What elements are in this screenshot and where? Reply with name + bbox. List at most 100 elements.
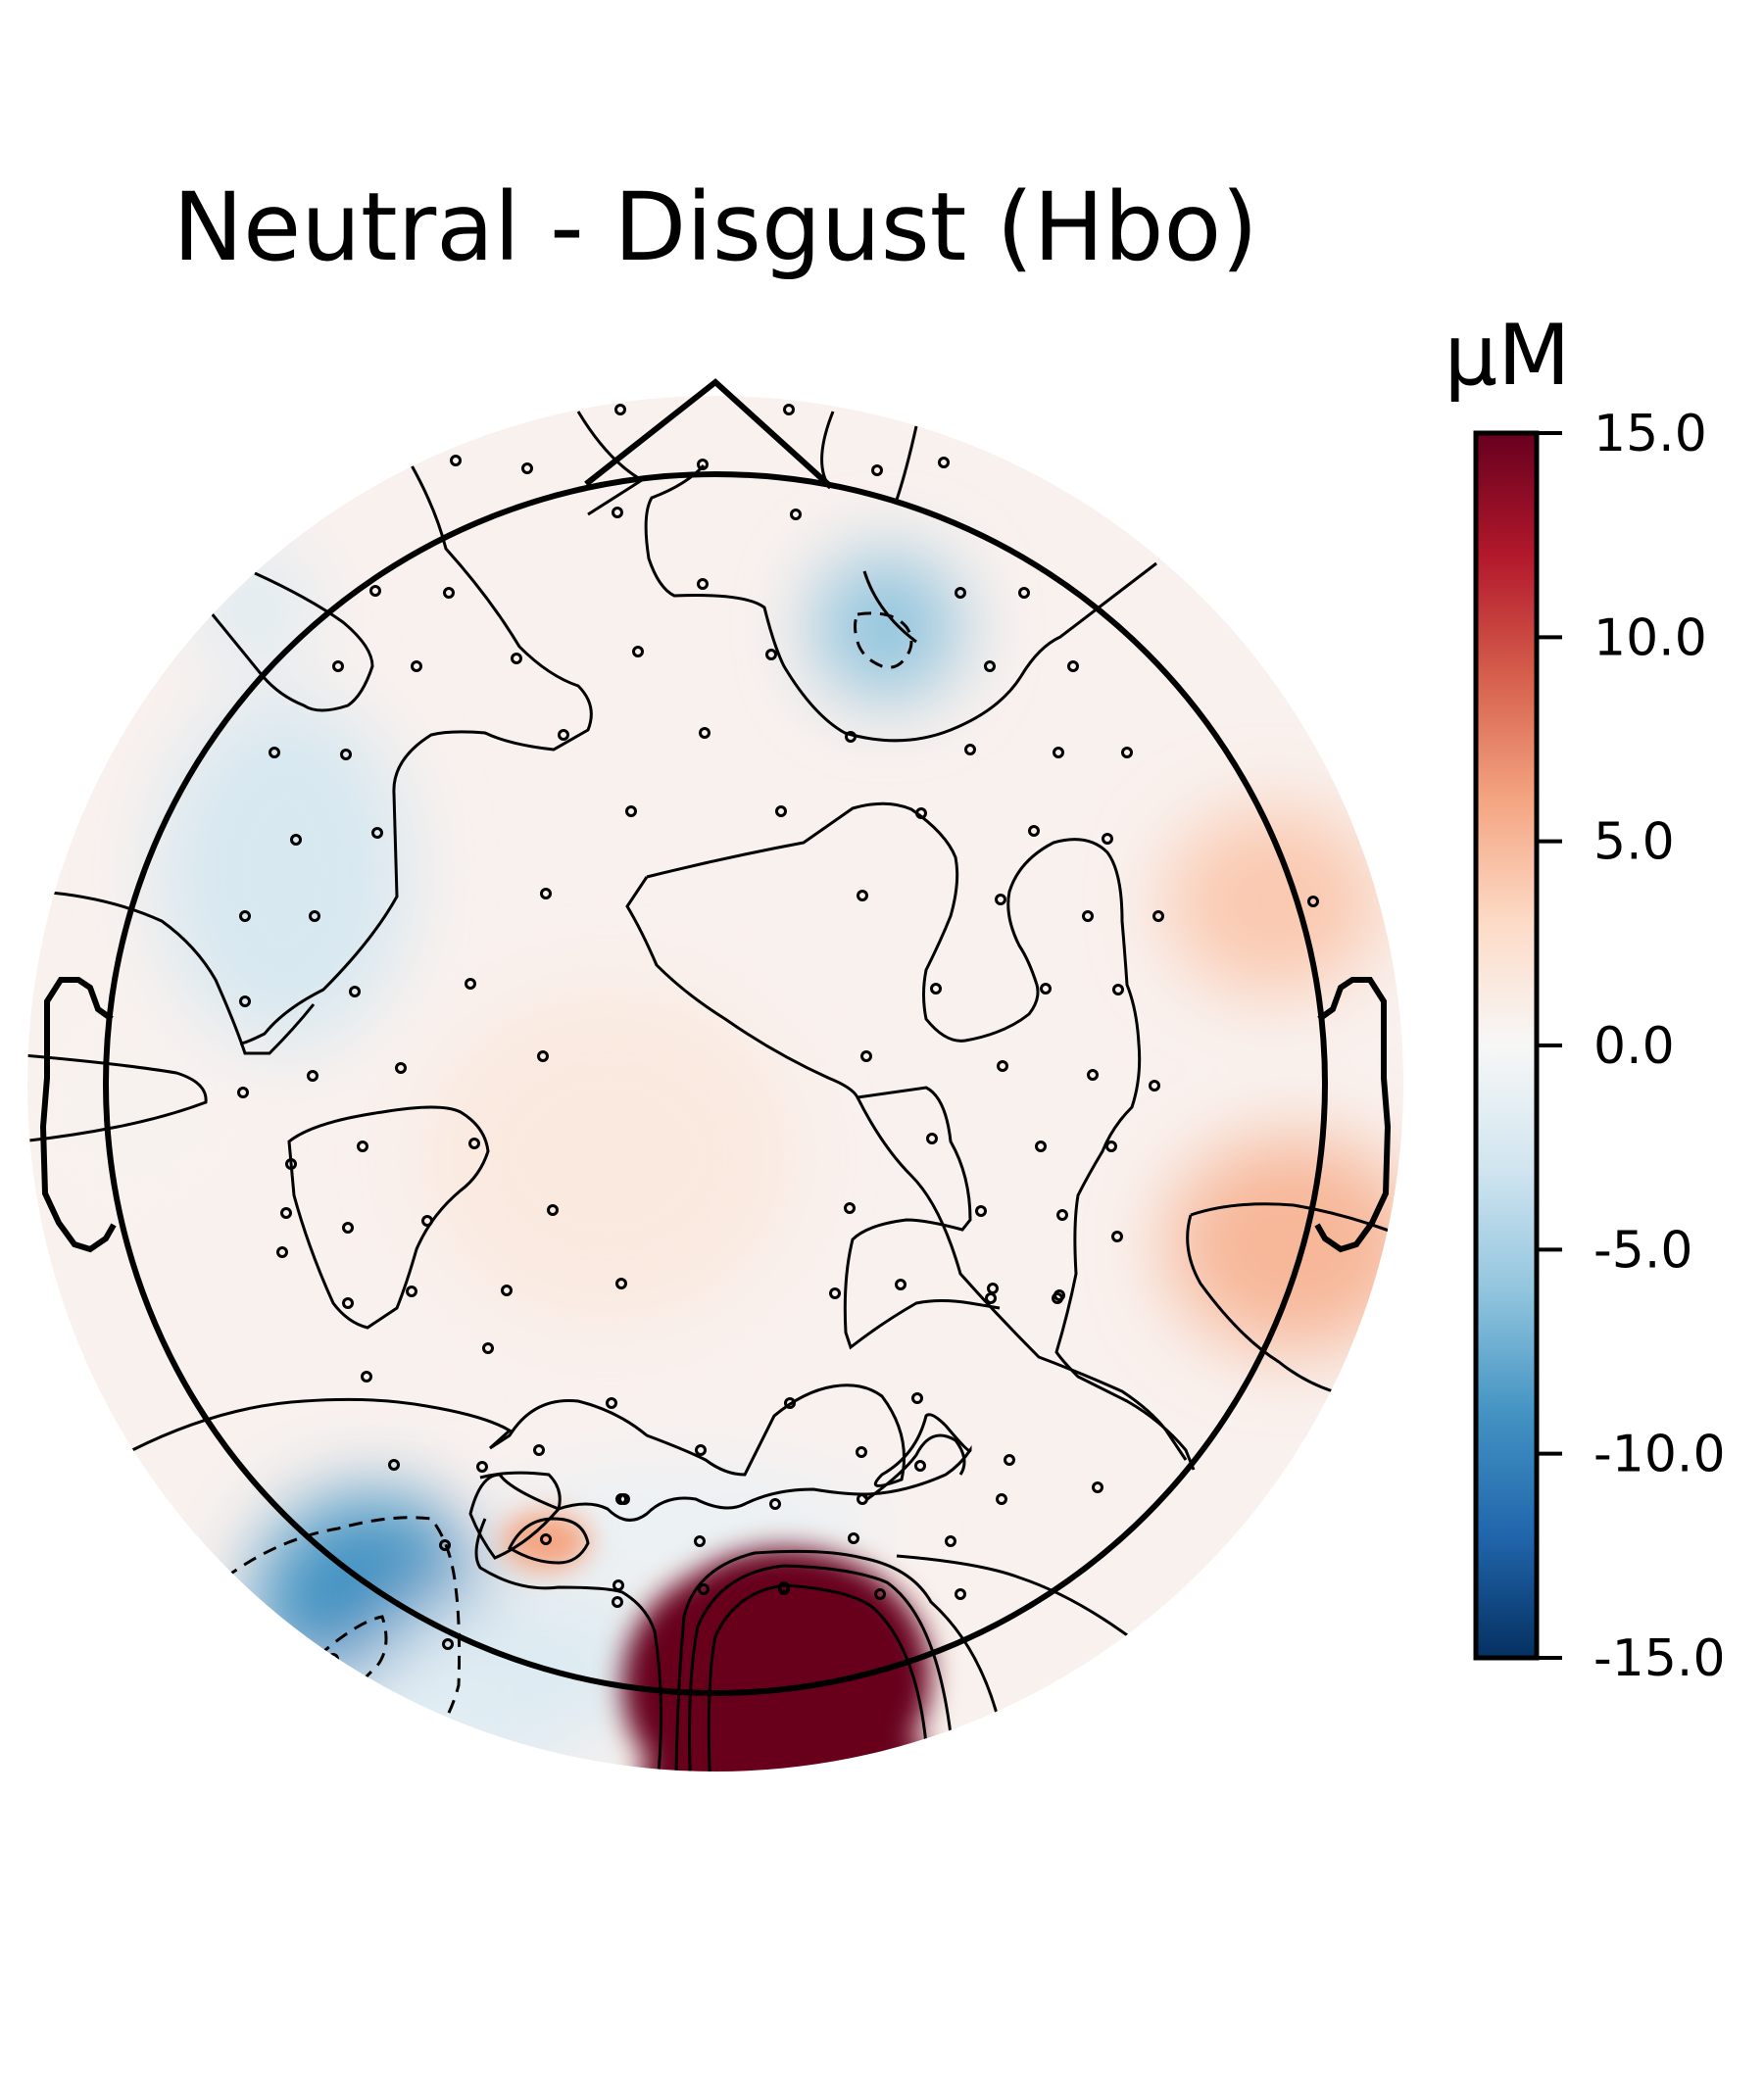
sensor-marker: [361, 1371, 372, 1383]
sensor-marker: [1112, 984, 1124, 995]
sensor-marker: [871, 464, 883, 476]
sensor-marker: [1152, 910, 1164, 922]
colorbar-tick-label: 10.0: [1593, 608, 1707, 667]
sensor-marker: [775, 805, 787, 817]
sensor-marker: [699, 727, 710, 739]
colorbar: µM 15.0 10.0 5.0 0.0 -5.0 -10.0 -15.0: [1445, 307, 1726, 1688]
sensor-marker: [857, 890, 868, 901]
sensor-marker: [856, 1446, 867, 1458]
sensor-marker: [695, 1444, 707, 1456]
sensor-marker: [612, 1579, 624, 1591]
sensor-marker: [307, 1070, 318, 1082]
sensor-marker: [371, 827, 383, 839]
sensor-markers: [237, 404, 1319, 1665]
colorbar-tick-label: 0.0: [1593, 1017, 1675, 1076]
sensor-marker: [395, 1062, 407, 1074]
sensor-marker: [1111, 1231, 1123, 1242]
sensor-marker: [511, 653, 522, 664]
sensor-marker: [482, 1342, 494, 1354]
sensor-marker: [537, 1050, 549, 1062]
sensor-marker: [1004, 1454, 1015, 1466]
heatmap-region: [813, 554, 960, 701]
sensor-marker: [280, 1207, 292, 1219]
sensor-marker: [697, 578, 709, 590]
sensor-marker: [945, 1535, 956, 1547]
sensor-marker: [895, 1279, 906, 1290]
sensor-marker: [911, 1392, 923, 1404]
left-ear-icon: [39, 977, 117, 1253]
sensor-marker: [357, 1141, 368, 1152]
sensor-marker: [985, 1292, 997, 1304]
sensor-marker: [1105, 1141, 1117, 1152]
colorbar-tick-label: 15.0: [1593, 405, 1707, 463]
colorbar-tick-label: -15.0: [1593, 1629, 1726, 1688]
colorbar-unit-label: µM: [1445, 307, 1571, 405]
sensor-marker: [239, 995, 251, 1007]
sensor-marker: [465, 978, 476, 990]
sensor-marker: [765, 649, 777, 660]
sensor-marker: [844, 1202, 856, 1214]
sensor-marker: [632, 646, 644, 657]
sensor-marker: [442, 1638, 454, 1650]
sensor-marker: [558, 729, 569, 741]
heatmap-region: [1166, 1137, 1403, 1352]
sensor-marker: [342, 1222, 354, 1234]
heatmap-region: [421, 990, 794, 1323]
sensor-marker: [790, 509, 802, 520]
sensor-marker: [327, 1653, 339, 1665]
heatmap-field: [27, 396, 1403, 1772]
sensor-marker: [769, 1498, 781, 1510]
sensor-marker: [857, 1493, 868, 1505]
sensor-marker: [540, 1533, 552, 1545]
sensor-marker: [926, 1133, 938, 1144]
sensor-marker: [521, 462, 533, 474]
sensor-marker: [501, 1285, 513, 1296]
sensor-marker: [468, 1138, 480, 1149]
colorbar-tick-label: 5.0: [1593, 813, 1675, 872]
head-outline: [39, 378, 1392, 1696]
sensor-marker: [269, 747, 280, 758]
sensor-marker: [964, 744, 976, 755]
sensor-marker: [984, 660, 996, 672]
sensor-marker: [239, 910, 251, 922]
sensor-marker: [276, 1246, 288, 1258]
sensor-marker: [615, 1278, 627, 1289]
sensor-marker: [997, 1060, 1008, 1072]
sensor-marker: [369, 585, 381, 597]
sensor-marker: [421, 1215, 433, 1227]
sensor-marker: [540, 888, 552, 899]
sensor-marker: [332, 660, 344, 672]
sensor-marker: [783, 404, 795, 415]
sensor-marker: [1082, 910, 1094, 922]
sensor-marker: [698, 1583, 710, 1595]
heatmap-region: [431, 1587, 666, 1744]
sensor-marker: [612, 507, 623, 518]
sensor-marker: [309, 910, 320, 922]
sensor-marker: [1056, 1209, 1068, 1221]
sensor-marker: [1307, 896, 1319, 907]
sensor-marker: [1018, 587, 1030, 599]
sensor-marker: [1149, 1080, 1160, 1092]
sensor-marker: [694, 1535, 706, 1547]
sensor-marker: [995, 894, 1006, 905]
sensor-marker: [342, 1297, 354, 1309]
sensor-marker: [914, 1460, 926, 1472]
sensor-marker: [938, 457, 950, 468]
sensor-marker: [1092, 1481, 1103, 1493]
sensor-marker: [1087, 1069, 1099, 1081]
heatmap-region: [157, 696, 412, 1048]
sensor-marker: [848, 1532, 859, 1544]
sensor-marker: [778, 1581, 790, 1593]
sensor-marker: [1102, 833, 1113, 845]
colorbar-tick-label: -5.0: [1593, 1221, 1692, 1280]
sensor-marker: [547, 1204, 559, 1216]
colorbar-tick-label: -10.0: [1593, 1426, 1726, 1484]
sensor-marker: [290, 834, 302, 846]
sensor-marker: [625, 805, 637, 817]
sensor-marker: [443, 587, 455, 599]
sensor-marker: [612, 1596, 623, 1608]
sensor-marker: [845, 731, 857, 743]
sensor-marker: [533, 1444, 545, 1456]
sensor-marker: [340, 749, 352, 760]
sensor-marker: [996, 1493, 1007, 1505]
